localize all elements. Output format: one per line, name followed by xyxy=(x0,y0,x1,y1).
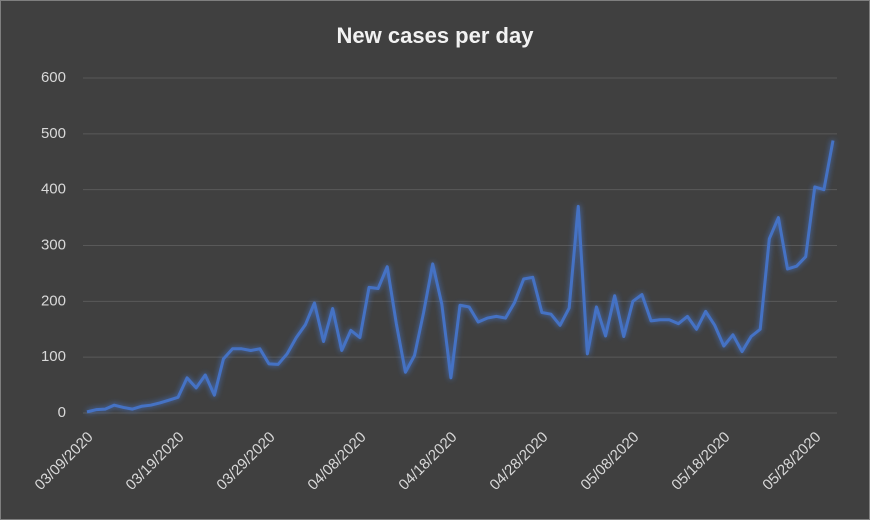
y-tick-label: 100 xyxy=(41,348,66,365)
y-tick-label: 600 xyxy=(41,69,66,86)
data-line xyxy=(86,140,835,414)
y-tick-label: 500 xyxy=(41,125,66,142)
y-tick-label: 300 xyxy=(41,236,66,253)
y-tick-label: 400 xyxy=(41,181,66,198)
chart-title: New cases per day xyxy=(337,23,535,48)
y-tick-label: 0 xyxy=(58,404,66,421)
y-tick-label: 200 xyxy=(41,292,66,309)
